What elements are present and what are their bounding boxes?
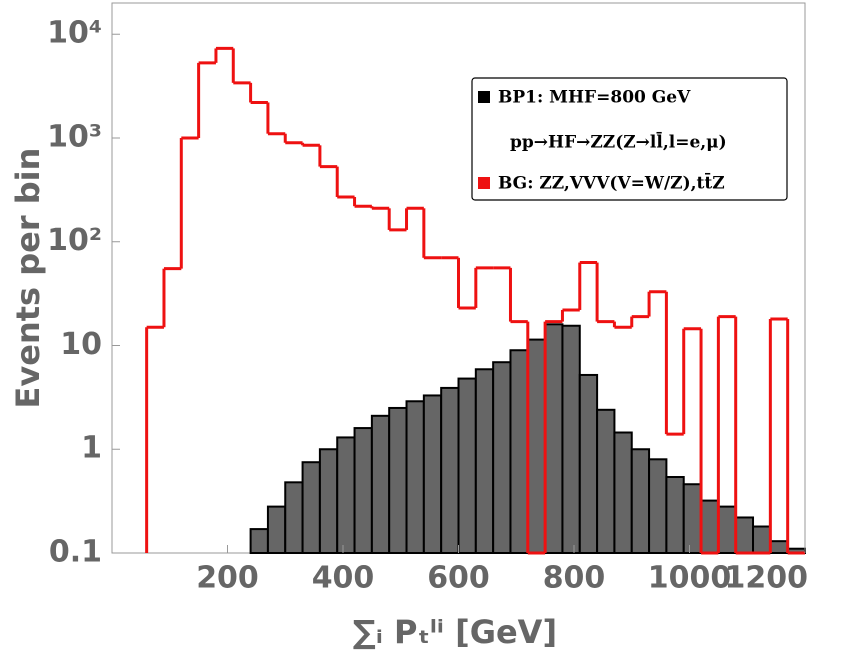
hist-bar <box>630 448 651 554</box>
hist-bar <box>249 528 269 555</box>
hist-bar <box>648 458 668 555</box>
y-tick-label: 10³ <box>47 119 102 154</box>
hist-bar <box>492 361 512 554</box>
hist-bar <box>336 436 356 554</box>
plot-area <box>145 46 806 555</box>
legend: BP1: MHF=800 GeV pp→HF→ZZ(Z→ll̄,l=e,μ) B… <box>471 77 788 201</box>
hist-bar <box>405 400 425 554</box>
legend-swatch <box>478 177 490 189</box>
y-axis-label: Events per bin <box>9 148 47 409</box>
y-tick-label: 0.1 <box>49 535 102 570</box>
hist-bar <box>700 499 720 554</box>
annotation: pp→HF→ZZ(Z→ll̄,l=e,μ) <box>510 131 727 152</box>
hist-bar <box>509 349 529 555</box>
y-tick-label: 1 <box>81 431 102 466</box>
x-axis-label: ∑ᵢ Pₜˡⁱ [GeV] <box>353 613 557 651</box>
x-tick-label: 1000 <box>648 561 732 596</box>
hist-bar <box>301 461 321 555</box>
hist-bar <box>752 525 772 554</box>
hist-bar <box>734 516 755 554</box>
hist-bar <box>561 324 581 555</box>
hist-bar <box>526 338 547 554</box>
y-tick-label: 10² <box>47 223 102 258</box>
hist-bar <box>613 431 633 554</box>
x-tick-label: 800 <box>543 561 606 596</box>
hist-bar <box>266 505 287 555</box>
hist-bar <box>284 481 304 554</box>
hist-bar <box>596 408 616 555</box>
hist-bar <box>665 476 685 554</box>
hist-bar <box>318 448 339 554</box>
legend-box <box>471 77 788 201</box>
x-tick-label: 200 <box>196 561 259 596</box>
legend-swatch <box>478 91 490 103</box>
y-tick-label: 10 <box>60 327 102 362</box>
hist-bar <box>422 394 443 554</box>
hist-bar <box>769 540 789 554</box>
hist-bar <box>544 323 564 554</box>
hist-bar <box>370 414 391 554</box>
hist-bar <box>717 505 737 555</box>
legend-label: BP1: MHF=800 GeV <box>498 88 691 108</box>
y-tick-label: 10⁴ <box>47 16 102 51</box>
x-tick-label: 1200 <box>725 561 809 596</box>
hist-bar <box>474 368 495 554</box>
hist-bar <box>457 377 477 554</box>
hist-bar <box>353 427 373 554</box>
x-tick-label: 600 <box>427 561 490 596</box>
hist-bar <box>388 406 408 555</box>
hist-bar <box>440 386 460 554</box>
x-tick-label: 400 <box>312 561 375 596</box>
hist-bar <box>578 373 599 554</box>
hist-bar <box>682 483 703 554</box>
legend-label: BG: ZZ,VVV(V=W/Z),tt̄Z <box>498 172 725 193</box>
